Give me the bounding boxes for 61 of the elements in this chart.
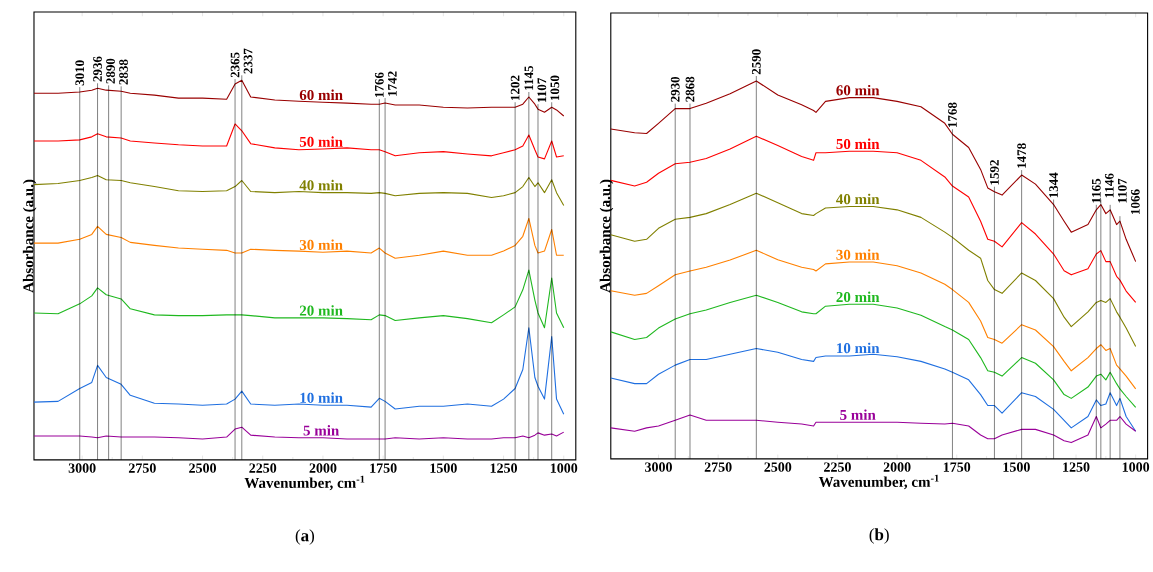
series-label: 5 min — [303, 425, 340, 436]
x-tick-label: 3000 — [68, 463, 96, 473]
y-axis-title: Absorbance (a.u.) — [599, 179, 614, 293]
text: (b) — [869, 528, 889, 544]
x-tick-label: 1250 — [490, 463, 518, 473]
x-tick-label: 1250 — [1063, 462, 1090, 472]
x-tick-label: 1750 — [943, 462, 971, 472]
ref-line-label: 2890 — [106, 58, 115, 84]
ref-line-label: 1107 — [537, 78, 547, 103]
ref-line-label: 1050 — [550, 75, 560, 101]
text: (a) — [295, 529, 315, 545]
x-tick-label: 2750 — [704, 462, 732, 472]
ref-line-label: 2936 — [93, 56, 102, 82]
ref-line-label: 2930 — [670, 76, 680, 102]
ref-line-label: 1107 — [1117, 178, 1127, 203]
x-tick-label: 2000 — [309, 463, 337, 473]
ref-line-label: 1768 — [948, 102, 957, 128]
ref-line-label: 1344 — [1049, 172, 1058, 198]
x-tick-label: 1000 — [1122, 462, 1150, 472]
series-label: 30 min — [836, 249, 880, 260]
ref-line-label: 1146 — [1104, 173, 1114, 198]
ref-line-label: 1766 — [374, 72, 384, 98]
x-tick-label: 3000 — [645, 462, 672, 472]
series-label: 40 min — [299, 179, 343, 191]
series-label: 60 min — [299, 89, 343, 101]
series-label: 60 min — [836, 84, 880, 96]
series-label: 40 min — [836, 193, 880, 205]
x-tick-label: 1500 — [1003, 462, 1030, 472]
x-tick-label: 2250 — [249, 463, 277, 473]
x-tick-label: 2500 — [764, 462, 792, 472]
series-label: 30 min — [299, 239, 343, 251]
x-tick-label: 2750 — [128, 463, 156, 473]
ref-line-label: 2868 — [685, 76, 695, 102]
x-axis-title: Wavenumber, cm$^{-1}$ — [244, 475, 365, 491]
ref-line-label: 2365 — [230, 52, 240, 78]
series-label: 10 min — [837, 342, 880, 354]
ref-line-label: 1592 — [990, 160, 999, 185]
series-label: 20 min — [299, 305, 343, 316]
ref-line-label: 2590 — [751, 49, 761, 75]
series-label: 10 min — [300, 392, 343, 403]
y-axis-title: Absorbance (a.u.) — [22, 179, 37, 293]
ref-line-label: 3010 — [75, 60, 85, 86]
series-label: 5 min — [840, 409, 876, 421]
ref-line-label: 1145 — [524, 66, 534, 90]
x-tick-label: 1000 — [550, 463, 578, 473]
ref-line-label: 2838 — [119, 59, 128, 85]
x-tick-label: 2500 — [189, 463, 216, 473]
ref-line-label: 1202 — [510, 75, 520, 101]
ref-line-label: 2337 — [243, 48, 253, 74]
x-tick-label: 1500 — [430, 463, 457, 473]
x-tick-label: 2250 — [824, 462, 851, 472]
ref-line-label: 1066 — [1130, 189, 1140, 215]
x-axis-title: Wavenumber, cm$^{-1}$ — [818, 474, 939, 490]
ref-line-label: 1478 — [1017, 143, 1027, 168]
series-label: 50 min — [299, 136, 343, 147]
ref-line-label: 1165 — [1091, 178, 1101, 203]
x-tick-label: 2000 — [883, 462, 911, 472]
ref-line-label: 1742 — [387, 71, 397, 96]
x-tick-label: 1750 — [370, 463, 397, 473]
series-label: 20 min — [836, 291, 880, 303]
series-label: 50 min — [836, 138, 880, 150]
